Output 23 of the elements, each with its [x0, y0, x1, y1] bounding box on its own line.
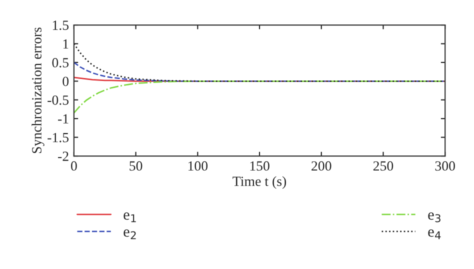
x-tick-label: 300: [435, 161, 455, 171]
y-tick-label: -1.5: [48, 132, 69, 142]
legend-label: e$_{3}$: [428, 212, 440, 222]
y-tick-label: 0: [62, 76, 69, 86]
x-tick-label: 100: [188, 161, 208, 171]
x-tick-label: 150: [250, 161, 270, 171]
y-tick-label: 1.5: [52, 20, 69, 30]
x-tick-label: 0: [71, 161, 77, 171]
x-axis-title: Time t (s): [232, 176, 286, 189]
y-tick-label: -2: [58, 152, 68, 161]
y-tick-label: -1: [58, 114, 68, 124]
x-tick-label: 50: [130, 161, 142, 171]
legend-label: e$_{1}$: [124, 212, 136, 222]
y-axis-title: Synchronization errors: [32, 28, 44, 154]
y-tick-label: 0.5: [52, 58, 69, 68]
y-tick-label: 1: [63, 39, 68, 49]
x-tick-label: 200: [312, 161, 332, 171]
line-series: [74, 62, 446, 82]
x-tick-label: 250: [373, 161, 394, 171]
legend-label: e$_{4}$: [428, 229, 441, 240]
legend-label: e$_{2}$: [124, 229, 136, 240]
line-series: [74, 43, 446, 82]
y-tick-label: -0.5: [48, 95, 69, 105]
